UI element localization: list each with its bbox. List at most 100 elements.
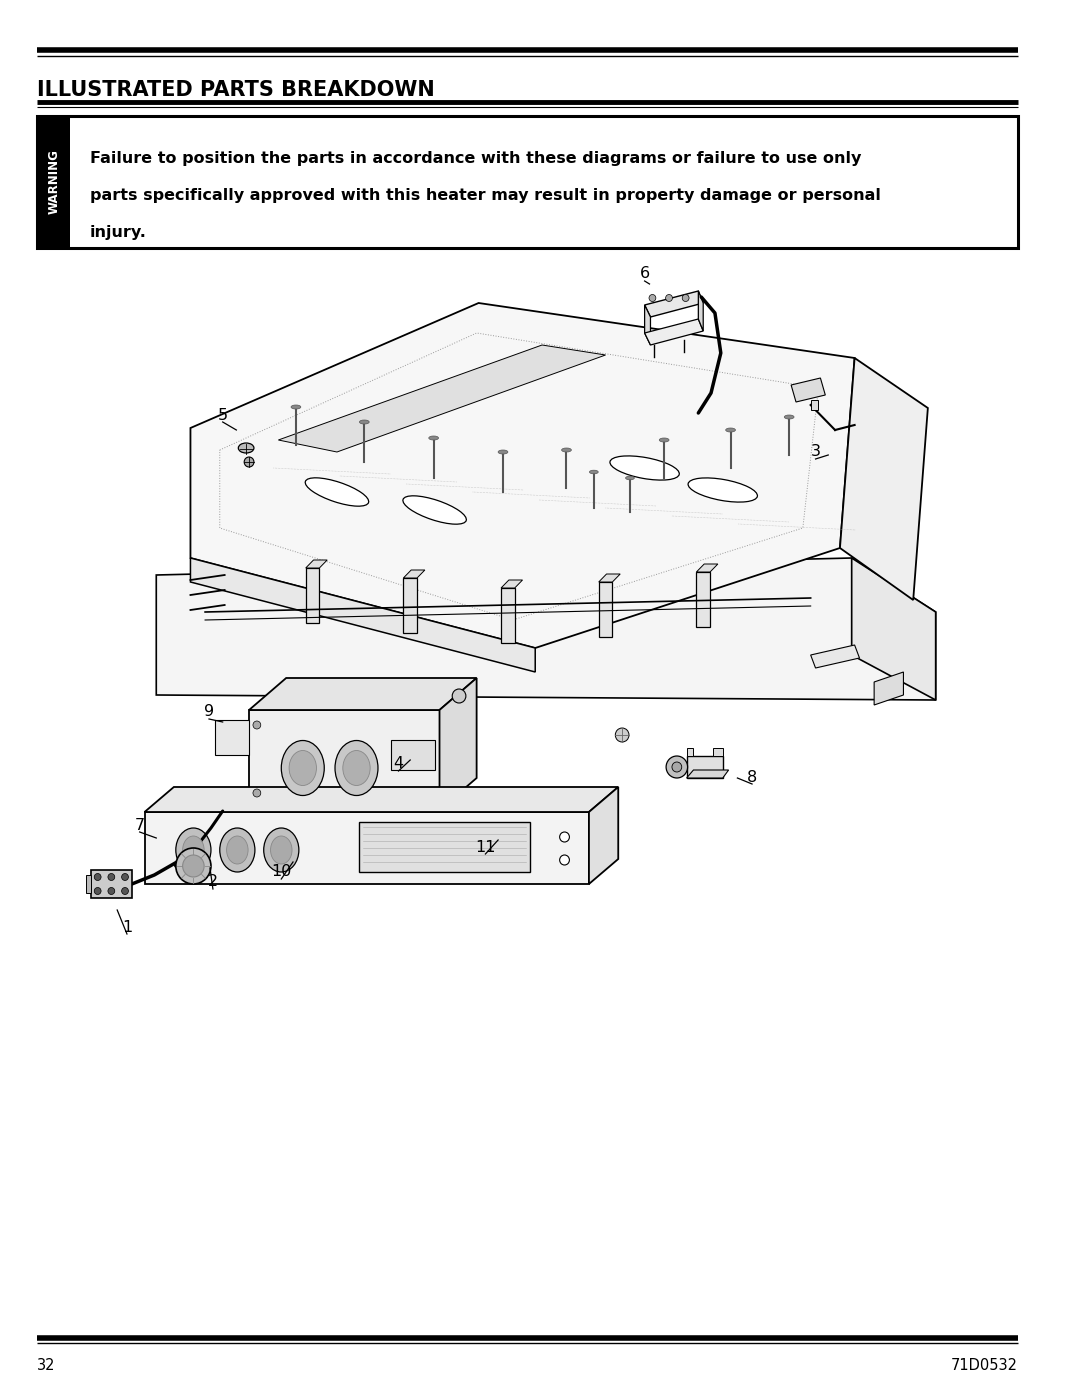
Polygon shape xyxy=(687,770,729,778)
Polygon shape xyxy=(501,580,523,588)
Circle shape xyxy=(94,873,102,880)
Polygon shape xyxy=(840,358,928,599)
Ellipse shape xyxy=(335,740,378,795)
Polygon shape xyxy=(811,400,819,409)
Polygon shape xyxy=(598,583,612,637)
Polygon shape xyxy=(360,821,530,872)
Ellipse shape xyxy=(403,496,467,524)
Ellipse shape xyxy=(291,405,301,409)
Ellipse shape xyxy=(562,448,571,453)
Text: ILLUSTRATED PARTS BREAKDOWN: ILLUSTRATED PARTS BREAKDOWN xyxy=(37,80,435,101)
Text: 1: 1 xyxy=(122,919,132,935)
Circle shape xyxy=(122,873,129,880)
Polygon shape xyxy=(501,588,515,643)
Ellipse shape xyxy=(659,439,669,441)
Circle shape xyxy=(108,873,114,880)
Circle shape xyxy=(94,887,102,894)
Ellipse shape xyxy=(289,750,316,785)
Circle shape xyxy=(176,848,211,884)
Circle shape xyxy=(244,457,254,467)
Circle shape xyxy=(666,756,688,778)
Polygon shape xyxy=(306,560,327,569)
Ellipse shape xyxy=(239,443,254,453)
Ellipse shape xyxy=(176,828,211,872)
Circle shape xyxy=(108,887,114,894)
Polygon shape xyxy=(306,569,320,623)
Circle shape xyxy=(559,855,569,865)
Ellipse shape xyxy=(264,828,299,872)
Polygon shape xyxy=(687,756,723,778)
Polygon shape xyxy=(713,747,723,756)
Polygon shape xyxy=(86,875,91,893)
Text: 11: 11 xyxy=(475,840,496,855)
Polygon shape xyxy=(852,557,935,700)
Polygon shape xyxy=(279,345,606,453)
Ellipse shape xyxy=(625,476,634,479)
Text: 5: 5 xyxy=(218,408,228,422)
Polygon shape xyxy=(249,710,440,810)
Bar xyxy=(37,116,1017,249)
Polygon shape xyxy=(403,578,417,633)
Circle shape xyxy=(649,295,656,302)
Polygon shape xyxy=(687,747,693,756)
Polygon shape xyxy=(589,787,618,884)
Circle shape xyxy=(253,721,260,729)
Polygon shape xyxy=(645,305,650,345)
Text: injury.: injury. xyxy=(90,225,147,240)
Circle shape xyxy=(683,295,689,302)
Polygon shape xyxy=(440,678,476,810)
Polygon shape xyxy=(645,291,703,317)
Ellipse shape xyxy=(610,455,679,481)
Text: 9: 9 xyxy=(204,704,214,719)
Ellipse shape xyxy=(590,471,598,474)
Polygon shape xyxy=(215,719,249,754)
Polygon shape xyxy=(598,574,620,583)
Ellipse shape xyxy=(219,828,255,872)
Polygon shape xyxy=(91,870,132,898)
Polygon shape xyxy=(697,571,710,627)
Ellipse shape xyxy=(784,415,794,419)
Text: 32: 32 xyxy=(37,1358,55,1373)
Text: 7: 7 xyxy=(135,817,145,833)
Polygon shape xyxy=(249,678,476,710)
Text: 4: 4 xyxy=(393,757,404,771)
Polygon shape xyxy=(391,740,434,770)
Ellipse shape xyxy=(306,478,368,506)
Ellipse shape xyxy=(429,436,438,440)
Polygon shape xyxy=(645,319,703,345)
Ellipse shape xyxy=(271,835,292,863)
Text: Failure to position the parts in accordance with these diagrams or failure to us: Failure to position the parts in accorda… xyxy=(90,151,861,166)
Ellipse shape xyxy=(342,750,370,785)
Ellipse shape xyxy=(726,427,735,432)
Circle shape xyxy=(122,887,129,894)
Text: 10: 10 xyxy=(271,865,292,880)
Circle shape xyxy=(672,761,681,773)
Text: 71D0532: 71D0532 xyxy=(950,1358,1017,1373)
Ellipse shape xyxy=(281,740,324,795)
Polygon shape xyxy=(699,291,703,331)
Polygon shape xyxy=(190,303,854,648)
Circle shape xyxy=(183,855,204,877)
Circle shape xyxy=(453,689,465,703)
Polygon shape xyxy=(157,557,935,700)
Circle shape xyxy=(559,833,569,842)
Text: parts specifically approved with this heater may result in property damage or pe: parts specifically approved with this he… xyxy=(90,189,880,203)
Ellipse shape xyxy=(498,450,508,454)
Ellipse shape xyxy=(183,835,204,863)
Ellipse shape xyxy=(360,420,369,425)
Polygon shape xyxy=(792,379,825,402)
Ellipse shape xyxy=(688,478,757,502)
Text: 2: 2 xyxy=(207,875,218,890)
Circle shape xyxy=(616,728,629,742)
Circle shape xyxy=(665,295,673,302)
Polygon shape xyxy=(145,812,589,884)
Text: WARNING: WARNING xyxy=(48,149,60,214)
Bar xyxy=(37,116,70,249)
Polygon shape xyxy=(145,787,618,812)
Polygon shape xyxy=(811,645,860,668)
Ellipse shape xyxy=(227,835,248,863)
Polygon shape xyxy=(697,564,718,571)
Polygon shape xyxy=(190,557,536,672)
Polygon shape xyxy=(403,570,424,578)
Text: 3: 3 xyxy=(810,444,821,460)
